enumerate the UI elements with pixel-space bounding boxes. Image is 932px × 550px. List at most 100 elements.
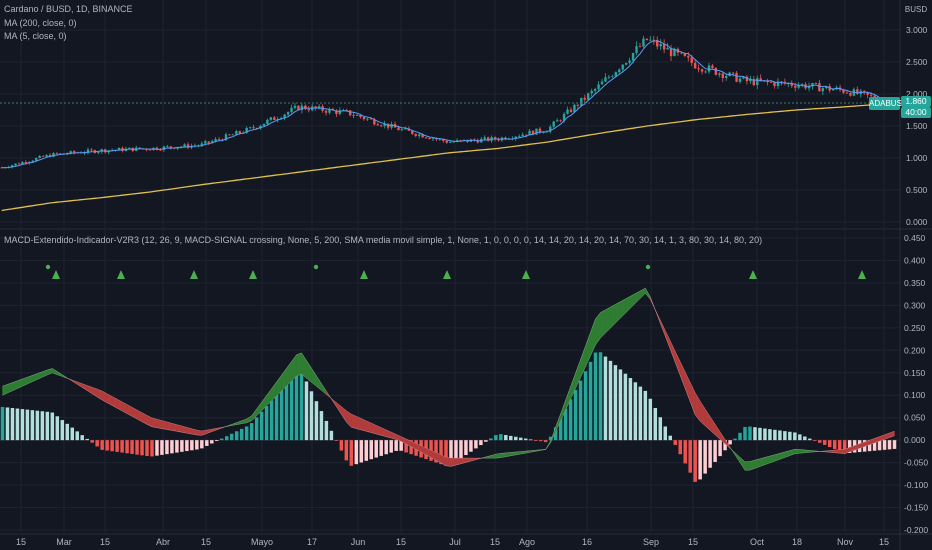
price-grid: [0, 0, 900, 228]
histogram-bar: [818, 440, 822, 443]
histogram-bar: [20, 409, 25, 441]
candle-body: [583, 97, 586, 100]
histogram-bar: [499, 434, 503, 441]
candle-body: [48, 154, 52, 157]
histogram-bar: [215, 440, 219, 442]
candle-body: [728, 72, 731, 76]
ma5-legend[interactable]: MA (5, close, 0): [4, 31, 67, 41]
histogram-bar: [668, 435, 673, 441]
histogram-bar: [882, 440, 887, 450]
histogram-bar: [514, 436, 518, 441]
candle-body: [186, 144, 190, 148]
histogram-bar: [224, 436, 229, 441]
candle-body: [752, 79, 756, 86]
candle-body: [217, 139, 221, 140]
candle-body: [228, 134, 231, 136]
symbol-title[interactable]: Cardano / BUSD, 1D, BINANCE: [4, 4, 133, 14]
time-axis-label: Mar: [56, 537, 72, 547]
histogram-bar: [90, 440, 94, 443]
histogram-bar: [439, 440, 443, 465]
histogram-bar: [504, 435, 508, 441]
candle-body: [104, 149, 107, 153]
ma200-legend[interactable]: MA (200, close, 0): [4, 18, 77, 28]
histogram-bar: [309, 391, 314, 441]
candle-body: [390, 124, 393, 128]
histogram-series: [0, 352, 897, 482]
indicator-axis-label: 0.050: [904, 413, 926, 423]
histogram-bar: [603, 356, 608, 441]
histogram-bar: [120, 440, 124, 453]
histogram-bar: [887, 440, 892, 450]
histogram-bar: [200, 440, 204, 449]
candle-body: [849, 93, 852, 96]
time-axis-label: 15: [879, 537, 889, 547]
histogram-bar: [608, 360, 613, 441]
ma200-line: [1, 102, 896, 212]
candle-body: [814, 83, 818, 84]
candle-body: [183, 144, 186, 147]
histogram-bar: [319, 411, 324, 441]
candle-body: [538, 128, 542, 133]
candle-body: [607, 76, 611, 78]
candle-body: [38, 155, 41, 159]
histogram-bar: [773, 429, 777, 441]
candle-body: [397, 127, 400, 131]
candle-body: [428, 138, 431, 140]
candle-body: [645, 38, 649, 40]
histogram-bar: [464, 440, 468, 456]
candle-body: [666, 48, 669, 50]
histogram-bar: [568, 399, 573, 441]
candle-body: [307, 109, 310, 111]
candle-body: [290, 107, 293, 113]
histogram-bar: [733, 438, 737, 441]
candle-body: [776, 81, 780, 87]
indicator-legend[interactable]: MACD-Extendido-Indicador-V2R3 (12, 26, 9…: [4, 235, 763, 245]
time-axis-label: Jul: [449, 537, 461, 547]
candle-body: [714, 67, 718, 75]
price-axis[interactable]: 3.000 2.500 2.000 1.500 1.000 0.500 0.000: [906, 25, 928, 227]
histogram-bar: [165, 440, 169, 455]
histogram-bar: [563, 408, 568, 441]
candle-body: [200, 143, 204, 146]
candle-body: [576, 104, 580, 106]
histogram-bar: [349, 440, 354, 466]
candle-body: [59, 153, 62, 155]
symbol-price-tag: ADABUSD: [869, 97, 908, 110]
candle-body: [731, 72, 735, 74]
histogram-bar: [434, 440, 438, 463]
candle-body: [159, 149, 162, 151]
histogram-bar: [249, 423, 254, 441]
candle-body: [266, 119, 269, 124]
histogram-bar: [170, 440, 174, 454]
time-axis-label: Mayo: [251, 537, 273, 547]
candle-body: [825, 86, 828, 89]
histogram-bar: [404, 440, 408, 453]
histogram-bar: [185, 440, 189, 452]
candle-body: [631, 53, 635, 61]
candle-body: [138, 147, 141, 149]
candle-body: [549, 126, 552, 132]
time-axis-label: Ago: [519, 537, 535, 547]
signal-dot: [45, 264, 51, 270]
macd-line: [2, 287, 895, 467]
candle-body: [811, 83, 814, 87]
histogram-bar: [768, 429, 772, 441]
time-axis[interactable]: 15 Mar 15 Abr 15 Mayo 17 Jun 15 Jul 15 Ago 16 Sep 15 Oc…: [16, 537, 889, 547]
candle-body: [348, 110, 352, 116]
candle-body: [359, 115, 362, 118]
candle-body: [486, 137, 490, 141]
candle-body: [352, 115, 355, 116]
histogram-bar: [877, 440, 882, 451]
histogram-bar: [45, 411, 50, 441]
candle-body: [580, 97, 583, 106]
histogram-bar: [210, 440, 214, 444]
price-axis-label: 2.000: [906, 89, 928, 99]
signal-markers: [45, 264, 866, 279]
candle-body: [245, 128, 248, 133]
candle-body: [97, 151, 100, 153]
indicator-axis[interactable]: 0.450 0.400 0.350 0.300 0.250 0.200 0.150 0.100…: [904, 233, 928, 535]
macd-signal-ribbon: [2, 287, 895, 471]
candle-body: [72, 151, 76, 153]
time-axis-label: Sep: [643, 537, 659, 547]
